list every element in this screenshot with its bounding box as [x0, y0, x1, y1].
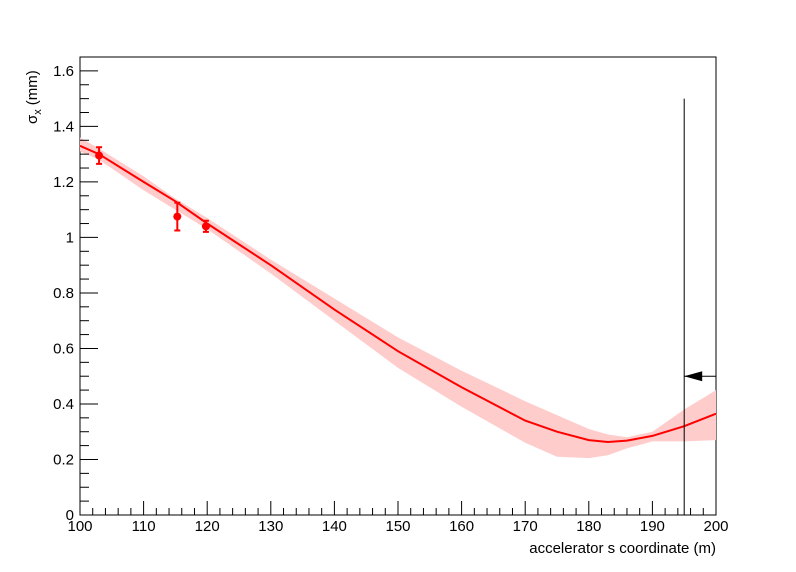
y-axis-title-subscript: x: [32, 109, 44, 115]
x-tick-label: 170: [513, 518, 538, 535]
y-tick-label: 1.4: [53, 118, 74, 135]
data-point-marker: [173, 212, 182, 221]
x-tick-label: 190: [640, 518, 665, 535]
x-tick-label: 150: [385, 518, 410, 535]
x-tick-label: 120: [195, 518, 220, 535]
data-point-marker: [201, 222, 210, 231]
y-tick-label: 1.6: [53, 63, 74, 80]
x-tick-label: 140: [322, 518, 347, 535]
svg-text:σx(mm): σx (mm): [24, 70, 44, 124]
data-point: [173, 201, 182, 232]
y-axis: 0 0.2 0.4 0.6 0.8 1 1.2 1.4 1.6: [53, 56, 98, 524]
y-axis-title-symbol: σ: [24, 114, 41, 124]
x-tick-label: 200: [703, 518, 728, 535]
marker-arrow-head: [684, 371, 703, 382]
fit-curve-layer: [79, 144, 717, 444]
y-tick-label: 0.6: [53, 340, 74, 357]
x-tick-label: 110: [132, 518, 156, 535]
fit-curve: [79, 144, 717, 444]
x-axis-title: accelerator s coordinate (m): [529, 540, 716, 557]
x-tick-label: 130: [258, 518, 283, 535]
y-tick-label: 1.2: [53, 174, 74, 191]
y-tick-label: 1: [66, 229, 74, 246]
x-tick-label: 180: [576, 518, 601, 535]
error-band-layer: [80, 137, 716, 459]
x-tick-label: 100: [67, 518, 92, 535]
data-point: [201, 219, 210, 233]
y-tick-label: 0.8: [53, 285, 74, 302]
x-axis: 100 110 120 130 140 150 160 170 180 190 200: [67, 501, 729, 535]
error-band: [80, 137, 716, 459]
marker-layer: [683, 98, 716, 515]
data-point-marker: [95, 151, 104, 160]
y-axis-title-unit: (mm): [24, 70, 41, 105]
y-axis-title: σx (mm): [24, 70, 44, 124]
data-points-layer: [95, 146, 210, 233]
y-tick-label: 0.2: [53, 451, 74, 468]
data-point: [95, 146, 104, 165]
y-tick-label: 0.4: [53, 396, 74, 413]
y-tick-label: 0: [66, 507, 74, 524]
x-tick-label: 160: [449, 518, 474, 535]
